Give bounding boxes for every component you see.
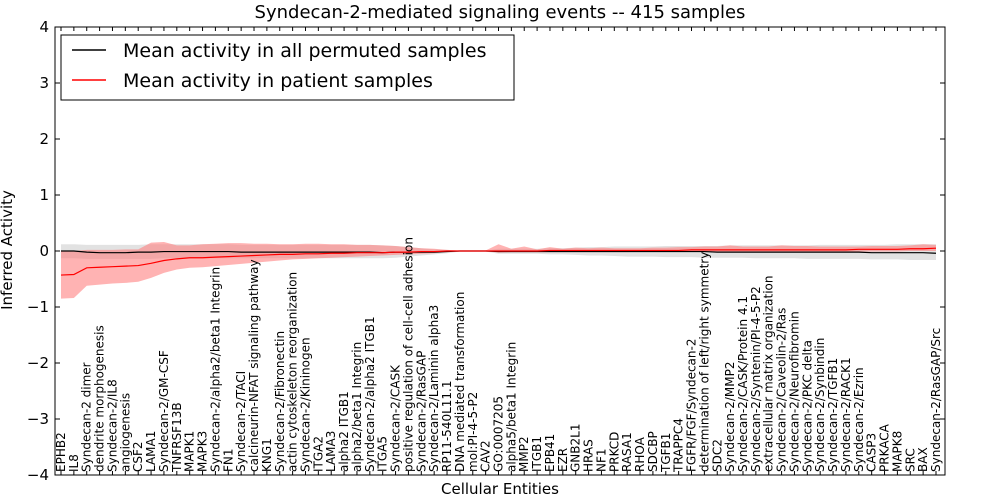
x-tick-label: Syndecan-2/CASK [389, 364, 403, 472]
x-tick-label: dendrite morphogenesis [93, 325, 107, 472]
x-tick-label: CASP3 [865, 433, 879, 472]
legend: Mean activity in all permuted samples Me… [60, 34, 515, 101]
x-tick-label: positive regulation of cell-cell adhesio… [401, 237, 415, 472]
x-tick-label: alpha5/beta1 Integrin [504, 342, 518, 472]
x-tick-label: Syndecan-2/Neurofibromin [787, 311, 801, 472]
x-tick-label: TRAPPC4 [672, 418, 686, 473]
x-tick-label: NF1 [594, 448, 608, 472]
y-tick-label: 4 [39, 18, 49, 36]
y-axis-label: Inferred Activity [0, 190, 16, 310]
x-tick-label: KNG1 [260, 438, 274, 472]
x-tick-label: ITGA2 [311, 436, 325, 472]
x-tick-label: ITGA5 [376, 436, 390, 472]
x-tick-label: SDCBP [646, 431, 660, 472]
x-tick-label: Syndecan-2/Kininogen [298, 337, 312, 472]
x-tick-label: Syndecan-2/Ezrin [852, 367, 866, 472]
x-tick-label: Syndecan-2/IL8 [105, 379, 119, 472]
x-tick-label: Syndecan-2/RACK1 [839, 357, 853, 472]
y-tick-label: 2 [39, 130, 49, 148]
x-tick-label: FN1 [221, 448, 235, 472]
x-tick-label: EPB41 [543, 434, 557, 472]
x-tick-label: Syndecan-2/PKC delta [800, 340, 814, 472]
x-tick-label: Syndecan-2/CASK/Protein 4.1 [736, 296, 750, 472]
y-tick-label: 0 [39, 242, 49, 260]
axes: −4 −3 −2 −1 0 1 2 3 4 [27, 18, 946, 484]
x-tick-label: RP11-540L11.1 [440, 381, 454, 472]
x-tick-label: Syndecan-2/RasGAP/Src [929, 328, 943, 472]
x-tick-label: SRC [903, 448, 917, 472]
y-tick-label: 3 [39, 74, 49, 92]
y-tick-label: −2 [27, 354, 49, 372]
x-tick-label: MAPK1 [183, 431, 197, 472]
x-tick-label: PRKACA [878, 423, 892, 472]
x-tick-label: alpha2 ITGB1 [337, 391, 351, 472]
x-tick-label: Syndecan-2/alpha2/beta1 Integrin [208, 267, 222, 472]
x-tick-label: alpha2/beta1 Integrin [350, 342, 364, 472]
x-tick-label: MAPK8 [890, 431, 904, 472]
legend-label-permuted: Mean activity in all permuted samples [123, 40, 486, 62]
y-tick-label: −4 [27, 466, 49, 484]
x-tick-label: MAPK3 [196, 431, 210, 472]
x-axis-label: Cellular Entities [441, 480, 559, 498]
x-tick-label: FGFR/FGF/Syndecan-2 [685, 339, 699, 472]
x-tick-label: Syndecan-2/GM-CSF [157, 350, 171, 472]
x-tick-label: PRKCD [607, 432, 621, 472]
x-tick-label: Syndecan-2/Laminin alpha3 [427, 305, 441, 472]
x-tick-label: Syndecan-2/Caveolin-2/Ras [775, 308, 789, 472]
y-tick-label: 1 [39, 186, 49, 204]
x-tick-label: TNFRSF13B [170, 402, 184, 473]
legend-box [60, 34, 515, 101]
x-tick-label: CSF2 [131, 441, 145, 472]
x-tick-label: DNA mediated transformation [453, 292, 467, 472]
x-tick-label: GO:0007205 [492, 396, 506, 472]
x-tick-label: SDC2 [710, 439, 724, 472]
x-tick-label: mol:PI-4-5-P2 [466, 392, 480, 472]
x-tick-label: EPHB2 [54, 432, 68, 472]
x-tick-label: CAV2 [479, 440, 493, 472]
x-tick-label: RHOA [633, 436, 647, 472]
x-tick-label: LAMA1 [144, 431, 158, 472]
x-tick-label: RASA1 [620, 432, 634, 472]
x-tick-label: TGFB1 [659, 433, 673, 473]
x-tick-label: Syndecan-2/TGFB1 [826, 358, 840, 472]
x-tick-label: HRAS [582, 439, 596, 472]
x-tick-label: Syndecan-2/Syntenin/PI-4-5-P2 [749, 286, 763, 472]
x-tick-label: LAMA3 [324, 431, 338, 472]
x-tick-label: Syndecan-2/MMP2 [723, 362, 737, 472]
series-lines [60, 247, 937, 276]
x-tick-label: Syndecan-2/RasGAP [414, 351, 428, 472]
x-tick-label: calcineurin-NFAT signaling pathway [247, 259, 261, 472]
x-tick-label: extracellular matrix organization [762, 276, 776, 473]
y-tick-label: −1 [27, 298, 49, 316]
x-tick-label: Syndecan-2/Synbindin [813, 338, 827, 472]
legend-label-patient: Mean activity in patient samples [123, 70, 433, 92]
x-tick-label: GNB2L1 [569, 424, 583, 472]
x-tick-label: determination of left/right symmetry [697, 252, 711, 472]
x-tick-label: BAX [916, 447, 930, 472]
y-tick-label: −3 [27, 410, 49, 428]
chart-title: Syndecan-2-mediated signaling events -- … [255, 2, 746, 23]
x-tick-label: IL8 [67, 454, 81, 472]
x-tick-label: MMP2 [517, 436, 531, 472]
band-patient [61, 242, 936, 299]
x-tick-label: Syndecan-2/alpha2 ITGB1 [363, 316, 377, 472]
x-tick-label: Syndecan-2/TACI [234, 371, 248, 472]
line-patient [60, 247, 937, 276]
x-tick-label: angiogenesis [118, 393, 132, 472]
x-tick-label: EZR [556, 448, 570, 472]
x-tick-label: ITGB1 [530, 436, 544, 472]
x-tick-label: Syndecan-2/Fibronectin [273, 331, 287, 472]
x-tick-label: Syndecan-2 dimer [80, 362, 94, 472]
x-tick-label: actin cytoskeleton reorganization [286, 272, 300, 472]
